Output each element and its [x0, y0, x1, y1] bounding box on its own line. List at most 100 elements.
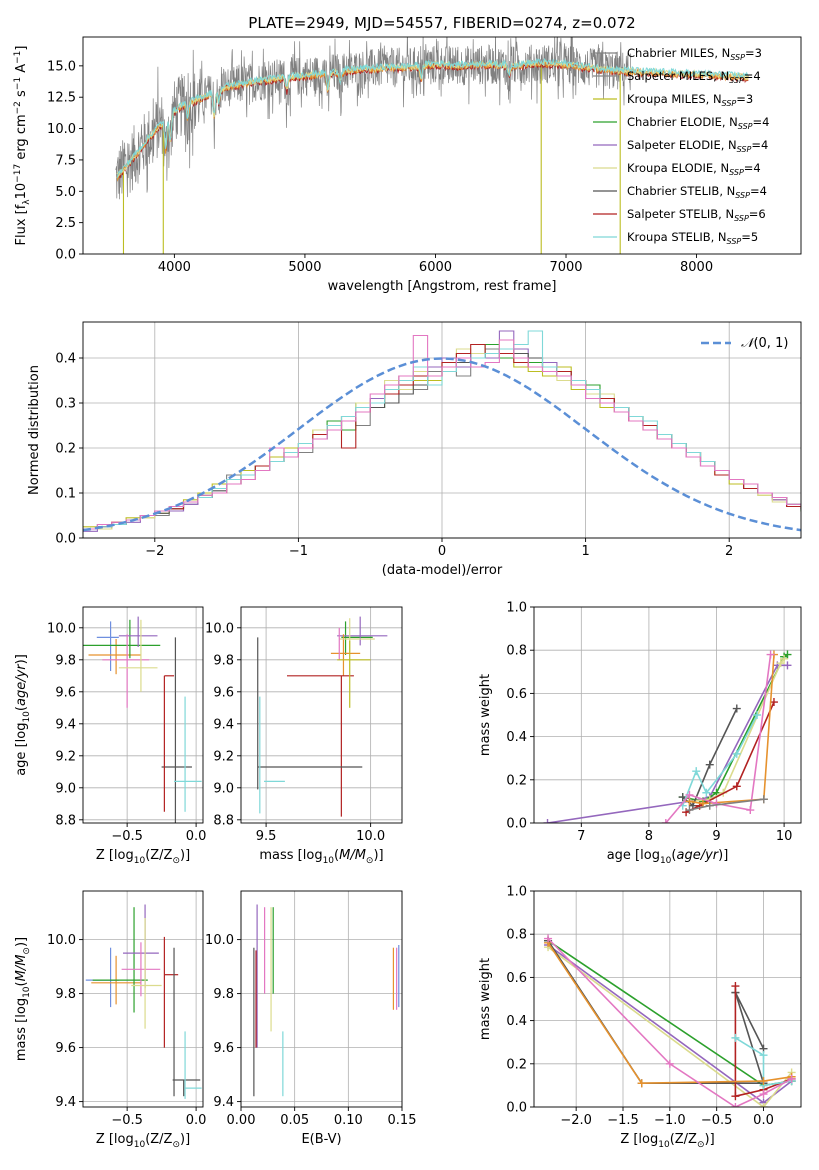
- legend-entry: Kroupa ELODIE, NSSP=4: [627, 161, 761, 177]
- y-tick-label: 10.0: [205, 933, 234, 948]
- x-axis-label-part: )]: [180, 1132, 190, 1147]
- y-tick-label: 0.2: [506, 1057, 527, 1072]
- series-marker: [783, 661, 792, 670]
- legend-entry: Salpeter STELIB, NSSP=6: [627, 207, 766, 223]
- x-axis-label-part: )]: [718, 848, 728, 863]
- y-tick-label: 9.6: [55, 1041, 76, 1056]
- x-axis-label-part: (: [334, 848, 339, 863]
- series-marker: [705, 760, 714, 769]
- x-axis-label-part: 10: [134, 1140, 146, 1150]
- series-marker: [759, 1090, 768, 1099]
- legend-subscript: SSP: [738, 122, 753, 131]
- y-tick-label: 9.4: [213, 717, 234, 732]
- x-tick-label: −0.5: [111, 829, 143, 844]
- series-marker: [759, 1103, 768, 1107]
- legend-text: Chabrier STELIB, N: [627, 184, 735, 198]
- y-axis-label-part: −17: [13, 164, 23, 183]
- axes-frame: [82, 890, 204, 1108]
- x-tick-label: −1.5: [607, 1113, 639, 1128]
- y-tick-label: 0.0: [506, 817, 527, 832]
- axes-frame: [82, 606, 204, 824]
- axes-frame: [240, 606, 403, 824]
- legend-text: Salpeter STELIB, N: [627, 207, 734, 221]
- x-axis-label-part: )]: [180, 848, 190, 863]
- x-tick-label: −0.5: [111, 1113, 143, 1128]
- x-tick-label: 0.0: [186, 1113, 207, 1128]
- legend-tail: =3: [745, 46, 762, 60]
- y-axis-label-part: −1: [13, 77, 23, 90]
- y-tick-label: 0.4: [55, 352, 76, 367]
- y-tick-label: 8.8: [213, 813, 234, 828]
- x-axis-label-part: Z [log: [96, 1132, 134, 1147]
- x-axis-label-part: )]: [373, 848, 383, 863]
- y-axis-label-part: (: [14, 981, 29, 986]
- y-axis-label-part: Flux [f: [14, 204, 29, 245]
- y-tick-label: 0.2: [506, 773, 527, 788]
- y-tick-label: 0.1: [55, 487, 76, 502]
- series-marker: [705, 801, 714, 810]
- legend-tail: =5: [741, 230, 758, 244]
- y-tick-label: 9.2: [55, 749, 76, 764]
- legend-text: Salpeter ELODIE, N: [627, 138, 737, 152]
- series-marker: [685, 806, 694, 815]
- y-axis-label-part: M/M: [14, 955, 29, 982]
- x-tick-label: 0.00: [227, 1113, 256, 1128]
- spectrum-panel: 4000 5000 6000 7000 8000 0.0 2.5 5.0 7.5 10.0 12.5…: [13, 14, 802, 294]
- y-tick-label: 9.4: [213, 1095, 234, 1110]
- legend-tail: =6: [749, 207, 766, 221]
- y-tick-label: 0.0: [506, 1101, 527, 1116]
- y-tick-label: 8.8: [55, 813, 76, 828]
- x-tick-label: 6000: [419, 260, 452, 275]
- series-line: [547, 937, 792, 1107]
- x-axis-label-part: (Z/Z: [670, 1132, 697, 1147]
- plot-area: [253, 904, 400, 1097]
- y-axis-label-part: age/yr: [14, 663, 29, 706]
- y-axis-label: mass weight: [478, 674, 493, 756]
- legend-text: Chabrier MILES, N: [627, 46, 730, 60]
- x-axis-label-part: age/yr: [676, 848, 719, 863]
- y-tick-label: 10.0: [47, 621, 76, 636]
- x-tick-label: −2.0: [560, 1113, 592, 1128]
- y-axis-label-part: 10: [22, 711, 32, 723]
- series-marker: [731, 1092, 740, 1101]
- x-axis-label-part: M/M: [339, 848, 366, 863]
- y-tick-label: 15.0: [47, 59, 76, 74]
- series-marker: [702, 788, 711, 797]
- y-tick-label: 0.2: [55, 442, 76, 457]
- legend-text: Kroupa STELIB, N: [627, 230, 727, 244]
- y-tick-label: 9.8: [55, 987, 76, 1002]
- series-marker: [753, 711, 762, 719]
- x-axis-label-part: Z [log: [620, 1132, 658, 1147]
- x-tick-label: 8: [645, 829, 653, 844]
- x-axis-label-part: age [log: [607, 848, 660, 863]
- legend-text: Salpeter MILES, N: [627, 69, 729, 83]
- y-axis-label: age [log10(age/yr)]: [14, 654, 32, 776]
- plot-area: [83, 330, 801, 532]
- y-tick-label: 9.8: [55, 653, 76, 668]
- plot-area: [85, 904, 202, 1099]
- y-tick-label: 0.0: [55, 532, 76, 547]
- y-axis-label-part: )]: [14, 937, 29, 947]
- legend-entry: Salpeter ELODIE, NSSP=4: [627, 138, 768, 154]
- series-line: [547, 942, 792, 1085]
- x-axis-label: Z [log10(Z/Z⊙)]: [620, 1132, 714, 1150]
- y-axis-label-part: (: [14, 706, 29, 711]
- x-tick-label: 8000: [680, 260, 713, 275]
- legend-entry: Chabrier ELODIE, NSSP=4: [627, 115, 769, 131]
- legend-text: Kroupa ELODIE, N: [627, 161, 729, 175]
- axes-frame: [533, 890, 802, 1108]
- x-axis-label-part: 10: [323, 856, 335, 866]
- x-axis-label: mass [log10(M/M⊙)]: [259, 848, 383, 866]
- y-tick-label: 9.6: [55, 685, 76, 700]
- y-tick-label: 2.5: [55, 216, 76, 231]
- x-tick-label: −0.5: [701, 1113, 733, 1128]
- axes-frame: [82, 36, 802, 255]
- legend-tail: =4: [744, 161, 761, 175]
- series-marker: [731, 982, 740, 991]
- legend-text: Chabrier ELODIE, N: [627, 115, 738, 129]
- x-tick-label: 10.0: [356, 829, 385, 844]
- age-vs-metallicity-panel: −0.5 0.08.89.09.29.49.69.810.0Z [log10(Z/…: [14, 606, 206, 866]
- legend-subscript: SSP: [734, 214, 749, 223]
- legend-subscript: SSP: [729, 76, 744, 85]
- y-axis-label: Normed distribution: [27, 365, 42, 495]
